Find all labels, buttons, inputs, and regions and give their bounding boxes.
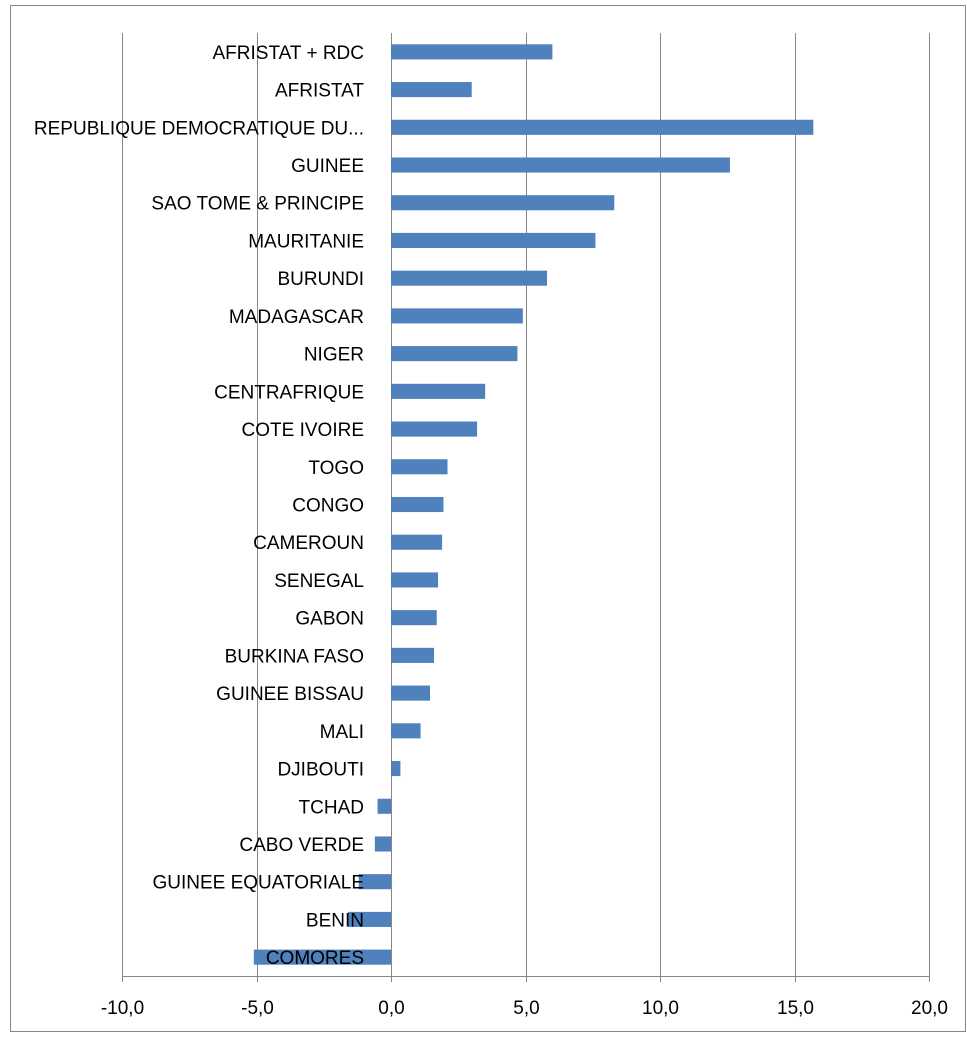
category-label: DJIBOUTI	[277, 760, 364, 781]
category-label: GABON	[295, 609, 364, 630]
bar	[391, 44, 553, 60]
bar	[391, 232, 596, 249]
category-label: TCHAD	[299, 797, 364, 818]
bar	[358, 874, 391, 890]
category-label: GUINEE	[291, 156, 364, 177]
bar	[391, 496, 444, 513]
x-tick-label: 5,0	[513, 998, 539, 1019]
category-label: SAO TOME & PRINCIPE	[151, 194, 364, 215]
bar	[391, 572, 439, 588]
bar	[391, 459, 448, 475]
bar	[347, 911, 391, 927]
x-tick-label: 0,0	[378, 998, 404, 1019]
category-label: MADAGASCAR	[229, 307, 364, 328]
category-label: MALI	[320, 722, 364, 743]
bar	[391, 308, 523, 324]
category-label: CAMEROUN	[253, 533, 364, 554]
bars	[253, 44, 814, 965]
category-label: COTE IVOIRE	[242, 420, 364, 441]
category-label: AFRISTAT + RDC	[213, 43, 365, 64]
bar	[391, 119, 814, 135]
x-tick-label: 20,0	[911, 998, 948, 1019]
category-label: GUINEE EQUATORIALE	[152, 873, 364, 894]
bar	[391, 195, 615, 211]
category-labels: AFRISTAT + RDC AFRISTAT REPUBLIQUE DEMOCRA…	[34, 43, 364, 969]
category-label: CABO VERDE	[239, 835, 364, 856]
category-label: BURUNDI	[277, 269, 364, 290]
category-label: TOGO	[308, 458, 364, 479]
gridlines	[122, 33, 930, 982]
x-tick-label: 10,0	[642, 998, 679, 1019]
category-label: REPUBLIQUE DEMOCRATIQUE DU...	[34, 118, 364, 139]
chart-border	[10, 5, 966, 1032]
category-label: GUINEE BISSAU	[216, 684, 364, 705]
bar	[391, 534, 443, 550]
x-tick-label: -5,0	[241, 998, 274, 1019]
bar	[391, 157, 730, 173]
x-tick-label: 15,0	[777, 998, 814, 1019]
bar	[253, 949, 391, 965]
bar	[391, 610, 437, 626]
bar	[391, 82, 472, 98]
bar	[391, 647, 435, 663]
category-label: AFRISTAT	[275, 81, 364, 102]
bar	[391, 421, 478, 437]
category-label: CENTRAFRIQUE	[214, 382, 364, 403]
bar	[374, 836, 391, 852]
bar	[391, 383, 486, 399]
bar	[377, 798, 391, 814]
bar	[391, 760, 401, 777]
bar	[391, 723, 421, 739]
bar	[391, 270, 548, 286]
category-label: BENIN	[306, 910, 364, 931]
bar	[391, 346, 518, 362]
x-axis: -10,0 -5,0 0,0 5,0 10,0 15,0 20,0	[101, 976, 948, 1019]
category-label: MAURITANIE	[248, 231, 364, 252]
category-label: CONGO	[292, 496, 364, 517]
x-tick-label: -10,0	[101, 998, 144, 1019]
category-label: SENEGAL	[274, 571, 364, 592]
bar	[391, 685, 431, 701]
category-label: NIGER	[304, 345, 364, 366]
category-label: BURKINA FASO	[225, 646, 364, 667]
category-label: COMORES	[266, 948, 364, 969]
